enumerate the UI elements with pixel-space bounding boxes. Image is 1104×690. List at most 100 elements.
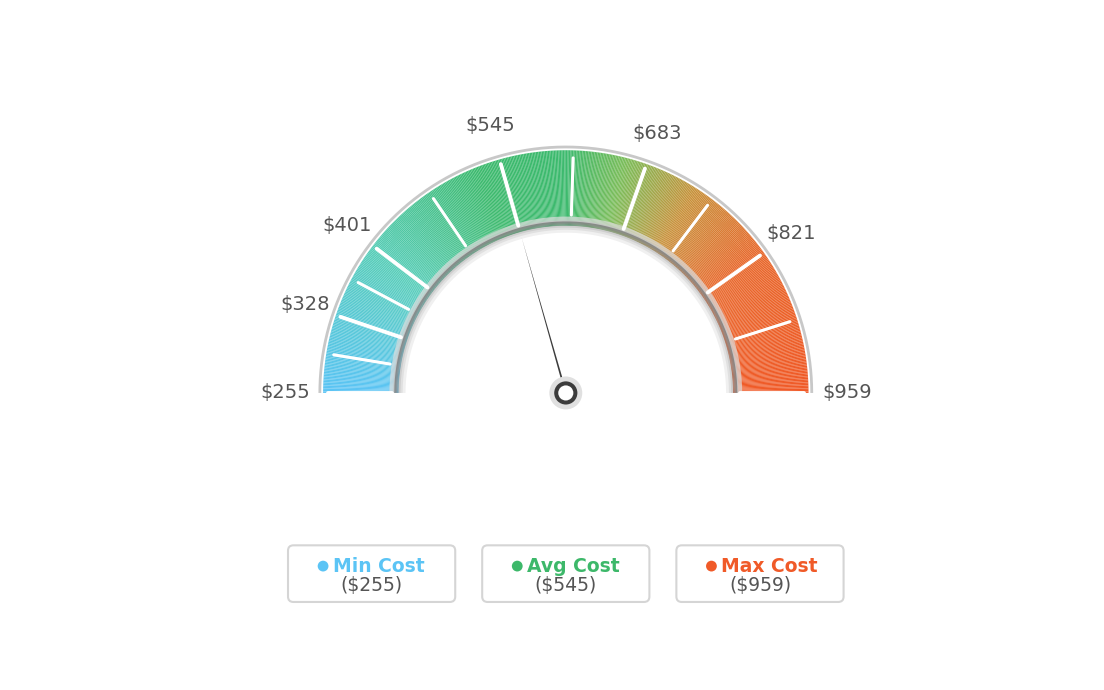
Wedge shape xyxy=(438,186,479,250)
Wedge shape xyxy=(326,357,401,369)
Wedge shape xyxy=(720,298,789,328)
Wedge shape xyxy=(474,168,503,238)
Wedge shape xyxy=(715,284,784,319)
Wedge shape xyxy=(332,326,405,348)
Wedge shape xyxy=(629,168,659,239)
Wedge shape xyxy=(723,312,795,338)
Wedge shape xyxy=(337,312,408,338)
Wedge shape xyxy=(347,287,415,321)
Wedge shape xyxy=(624,165,651,237)
Wedge shape xyxy=(732,359,806,371)
Wedge shape xyxy=(393,221,447,275)
Wedge shape xyxy=(524,153,539,228)
Wedge shape xyxy=(343,295,413,326)
Wedge shape xyxy=(407,208,457,266)
Wedge shape xyxy=(729,337,803,355)
Wedge shape xyxy=(715,286,784,320)
Wedge shape xyxy=(704,257,767,300)
Wedge shape xyxy=(599,155,616,229)
Wedge shape xyxy=(722,306,793,335)
Wedge shape xyxy=(714,280,782,316)
Wedge shape xyxy=(691,233,749,283)
Wedge shape xyxy=(733,377,808,384)
Wedge shape xyxy=(506,157,526,231)
Wedge shape xyxy=(597,155,613,229)
Wedge shape xyxy=(381,235,439,285)
Wedge shape xyxy=(388,227,444,279)
Wedge shape xyxy=(374,243,434,290)
Wedge shape xyxy=(575,150,581,226)
Wedge shape xyxy=(693,236,752,286)
Wedge shape xyxy=(722,308,794,335)
FancyBboxPatch shape xyxy=(288,545,455,602)
Wedge shape xyxy=(728,330,800,351)
Wedge shape xyxy=(606,157,626,231)
Wedge shape xyxy=(341,301,411,331)
Wedge shape xyxy=(637,173,670,242)
Text: $683: $683 xyxy=(633,124,682,143)
Wedge shape xyxy=(370,248,432,294)
Wedge shape xyxy=(541,151,550,226)
Wedge shape xyxy=(660,193,703,255)
Wedge shape xyxy=(585,152,595,227)
Circle shape xyxy=(512,561,522,571)
Wedge shape xyxy=(670,203,719,263)
Wedge shape xyxy=(352,277,418,314)
Wedge shape xyxy=(714,283,783,318)
Wedge shape xyxy=(502,158,523,232)
Wedge shape xyxy=(732,361,807,372)
Wedge shape xyxy=(687,224,742,277)
Wedge shape xyxy=(651,184,691,250)
Wedge shape xyxy=(537,152,546,227)
Wedge shape xyxy=(560,150,563,226)
Wedge shape xyxy=(729,339,803,357)
Wedge shape xyxy=(586,152,597,227)
Wedge shape xyxy=(724,314,796,339)
Wedge shape xyxy=(698,244,758,291)
Wedge shape xyxy=(418,199,465,260)
Text: $401: $401 xyxy=(322,216,371,235)
Wedge shape xyxy=(373,244,434,291)
Wedge shape xyxy=(336,314,407,339)
Wedge shape xyxy=(363,258,427,301)
Wedge shape xyxy=(733,375,808,382)
Wedge shape xyxy=(323,381,399,386)
Wedge shape xyxy=(402,213,454,270)
Wedge shape xyxy=(633,170,664,240)
Wedge shape xyxy=(365,254,428,298)
Wedge shape xyxy=(660,193,704,256)
Text: $959: $959 xyxy=(822,384,872,402)
Wedge shape xyxy=(733,376,808,382)
Wedge shape xyxy=(733,387,808,390)
Wedge shape xyxy=(348,284,416,319)
Wedge shape xyxy=(327,352,401,366)
Wedge shape xyxy=(726,325,799,347)
Wedge shape xyxy=(673,207,723,266)
Wedge shape xyxy=(639,175,673,243)
Wedge shape xyxy=(718,293,787,324)
Wedge shape xyxy=(359,266,424,306)
Wedge shape xyxy=(323,382,399,386)
Wedge shape xyxy=(705,260,769,302)
Wedge shape xyxy=(340,304,411,333)
Text: $821: $821 xyxy=(766,224,816,244)
Wedge shape xyxy=(733,385,808,388)
Wedge shape xyxy=(492,161,517,234)
Wedge shape xyxy=(543,151,551,226)
Wedge shape xyxy=(331,330,404,351)
Wedge shape xyxy=(431,190,474,254)
Wedge shape xyxy=(437,186,478,251)
Wedge shape xyxy=(355,270,422,310)
Wedge shape xyxy=(643,177,679,245)
Wedge shape xyxy=(399,216,452,272)
Wedge shape xyxy=(701,250,763,295)
Wedge shape xyxy=(326,353,401,367)
Wedge shape xyxy=(359,264,424,305)
Wedge shape xyxy=(634,171,667,241)
Wedge shape xyxy=(395,219,449,274)
Wedge shape xyxy=(439,185,480,250)
Wedge shape xyxy=(548,151,554,226)
Wedge shape xyxy=(626,167,655,237)
Wedge shape xyxy=(712,276,779,313)
Wedge shape xyxy=(636,172,669,242)
